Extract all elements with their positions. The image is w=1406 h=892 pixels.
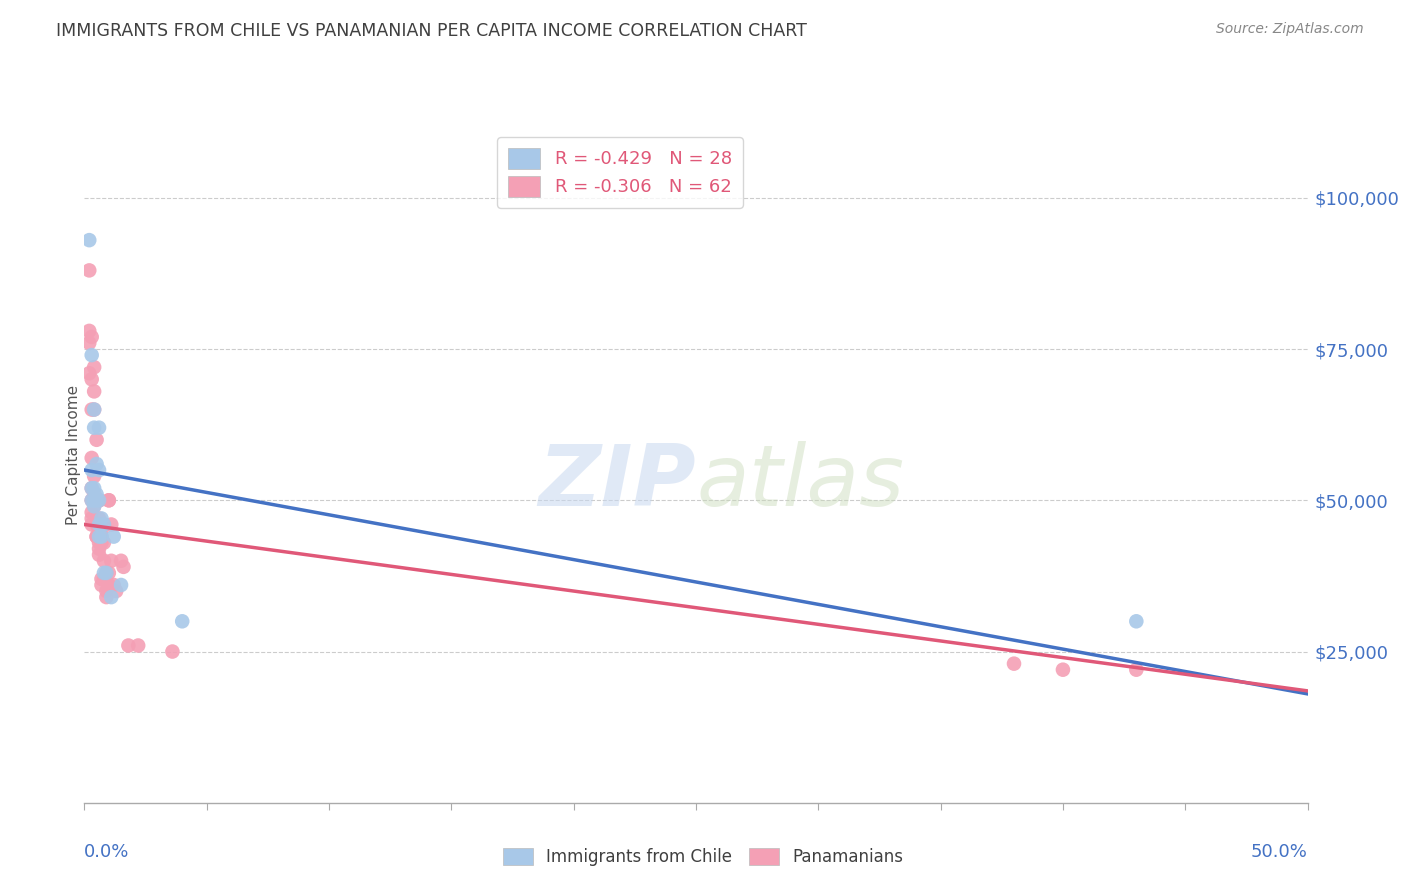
Point	[87, 530, 110, 544]
Point	[93, 554, 115, 568]
Point	[87, 420, 110, 434]
Point	[80, 463, 103, 477]
Point	[83, 402, 105, 417]
Point	[90, 511, 112, 525]
Text: atlas: atlas	[696, 442, 904, 524]
Point	[93, 572, 115, 586]
Text: ZIP: ZIP	[538, 442, 696, 524]
Point	[1002, 657, 1025, 671]
Point	[83, 493, 105, 508]
Point	[97, 493, 120, 508]
Point	[90, 524, 112, 538]
Point	[80, 372, 103, 386]
Point	[117, 639, 139, 653]
Point	[100, 554, 122, 568]
Point	[80, 481, 103, 495]
Point	[87, 493, 110, 508]
Point	[83, 469, 105, 483]
Point	[80, 330, 103, 344]
Point	[86, 517, 108, 532]
Point	[80, 481, 103, 495]
Point	[83, 493, 105, 508]
Point	[77, 336, 100, 351]
Point	[86, 433, 108, 447]
Y-axis label: Per Capita Income: Per Capita Income	[66, 384, 80, 525]
Point	[87, 493, 110, 508]
Point	[90, 530, 112, 544]
Point	[100, 590, 122, 604]
Point	[110, 578, 132, 592]
Point	[77, 324, 100, 338]
Point	[105, 584, 128, 599]
Point	[96, 566, 118, 580]
Point	[112, 559, 135, 574]
Point	[86, 530, 108, 544]
Point	[1125, 615, 1147, 629]
Text: 50.0%: 50.0%	[1251, 843, 1308, 861]
Point	[93, 566, 115, 580]
Point	[80, 517, 103, 532]
Point	[83, 384, 105, 399]
Point	[96, 584, 118, 599]
Point	[93, 535, 115, 549]
Point	[97, 566, 120, 580]
Point	[77, 263, 100, 277]
Text: IMMIGRANTS FROM CHILE VS PANAMANIAN PER CAPITA INCOME CORRELATION CHART: IMMIGRANTS FROM CHILE VS PANAMANIAN PER …	[56, 22, 807, 40]
Point	[87, 463, 110, 477]
Point	[1052, 663, 1074, 677]
Point	[83, 487, 105, 501]
Point	[83, 402, 105, 417]
Point	[93, 517, 115, 532]
Text: Source: ZipAtlas.com: Source: ZipAtlas.com	[1216, 22, 1364, 37]
Point	[86, 493, 108, 508]
Point	[77, 233, 100, 247]
Point	[110, 554, 132, 568]
Point	[1125, 663, 1147, 677]
Point	[80, 493, 103, 508]
Text: 0.0%: 0.0%	[84, 843, 129, 861]
Point	[87, 524, 110, 538]
Point	[80, 450, 103, 465]
Point	[103, 530, 125, 544]
Point	[172, 615, 194, 629]
Point	[80, 348, 103, 362]
Point	[90, 530, 112, 544]
Point	[83, 360, 105, 375]
Point	[80, 511, 103, 525]
Point	[87, 535, 110, 549]
Point	[83, 500, 105, 514]
Point	[90, 535, 112, 549]
Point	[87, 548, 110, 562]
Point	[90, 572, 112, 586]
Point	[87, 530, 110, 544]
Point	[80, 505, 103, 519]
Point	[87, 541, 110, 556]
Point	[80, 493, 103, 508]
Point	[100, 517, 122, 532]
Point	[86, 487, 108, 501]
Point	[162, 644, 184, 658]
Point	[86, 457, 108, 471]
Legend: Immigrants from Chile, Panamanians: Immigrants from Chile, Panamanians	[495, 840, 911, 875]
Legend: R = -0.429   N = 28, R = -0.306   N = 62: R = -0.429 N = 28, R = -0.306 N = 62	[498, 137, 742, 208]
Point	[90, 578, 112, 592]
Point	[83, 481, 105, 495]
Point	[87, 493, 110, 508]
Point	[97, 578, 120, 592]
Point	[103, 578, 125, 592]
Point	[96, 566, 118, 580]
Point	[80, 402, 103, 417]
Point	[86, 493, 108, 508]
Point	[87, 511, 110, 525]
Point	[83, 500, 105, 514]
Point	[96, 590, 118, 604]
Point	[83, 420, 105, 434]
Point	[83, 493, 105, 508]
Point	[93, 517, 115, 532]
Point	[127, 639, 149, 653]
Point	[77, 366, 100, 380]
Point	[87, 517, 110, 532]
Point	[86, 530, 108, 544]
Point	[97, 493, 120, 508]
